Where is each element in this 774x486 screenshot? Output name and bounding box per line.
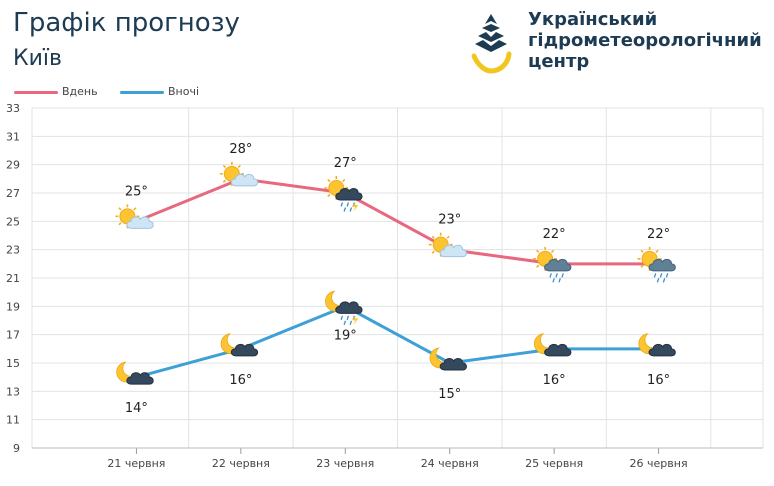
moon-cloud-icon [220, 333, 259, 357]
series-line-night [134, 304, 661, 379]
sun-cloud-icon [219, 161, 259, 187]
y-tick-label: 21 [6, 272, 20, 285]
moon-cloud-rain-thunder-icon [325, 290, 363, 326]
y-tick-label: 29 [6, 159, 20, 172]
y-tick-label: 23 [6, 244, 20, 257]
data-label-day: 25° [125, 184, 148, 199]
data-label-day: 28° [229, 142, 252, 157]
y-tick-label: 17 [6, 329, 20, 342]
org-name-line3: центр [528, 51, 590, 72]
x-tick-label: 23 червня [316, 457, 374, 470]
data-label-day: 23° [438, 213, 461, 228]
data-label-day: 22° [543, 227, 566, 242]
x-tick-label: 22 червня [212, 457, 270, 470]
org-name: Український гідрометеорологічний центр [528, 9, 768, 72]
y-tick-label: 31 [6, 130, 20, 143]
x-tick-label: 24 червня [421, 457, 479, 470]
data-label-night: 16° [229, 373, 252, 388]
x-tick-label: 26 червня [630, 457, 688, 470]
sun-cloud-rain-icon [532, 246, 572, 283]
y-tick-label: 33 [6, 102, 20, 115]
x-tick-label: 21 червня [107, 457, 165, 470]
y-tick-label: 11 [6, 414, 20, 427]
series-line-day [134, 177, 661, 266]
legend-swatch-night [120, 91, 164, 94]
data-label-night: 19° [334, 328, 357, 343]
legend-label-night: Вночі [168, 85, 200, 98]
y-tick-label: 25 [6, 215, 20, 228]
org-name-line2: гідрометеорологічний [528, 30, 762, 51]
data-label-day: 27° [334, 156, 357, 171]
page-title: Графік прогнозу [13, 8, 240, 38]
y-tick-label: 19 [6, 300, 20, 313]
moon-cloud-icon [116, 361, 154, 385]
y-tick-label: 15 [6, 357, 20, 370]
city-name: Київ [13, 46, 62, 71]
data-label-night: 16° [647, 373, 670, 388]
y-tick-label: 13 [6, 385, 20, 398]
data-label-night: 15° [438, 387, 461, 402]
moon-cloud-icon [429, 347, 467, 371]
data-label-day: 22° [647, 227, 670, 242]
data-label-night: 14° [125, 401, 148, 416]
y-tick-label: 9 [13, 442, 20, 455]
sun-cloud-rain-thunder-icon [323, 175, 363, 212]
y-tick-label: 27 [6, 187, 20, 200]
moon-cloud-icon [533, 333, 572, 357]
sun-cloud-icon [427, 231, 467, 258]
x-tick-label: 25 червня [525, 457, 583, 470]
ugmc-logo-icon [471, 14, 512, 74]
legend-swatch-day [14, 91, 58, 94]
org-name-line1: Український [528, 9, 658, 30]
legend-label-day: Вдень [62, 85, 98, 98]
moon-cloud-icon [638, 333, 676, 357]
data-label-night: 16° [543, 373, 566, 388]
